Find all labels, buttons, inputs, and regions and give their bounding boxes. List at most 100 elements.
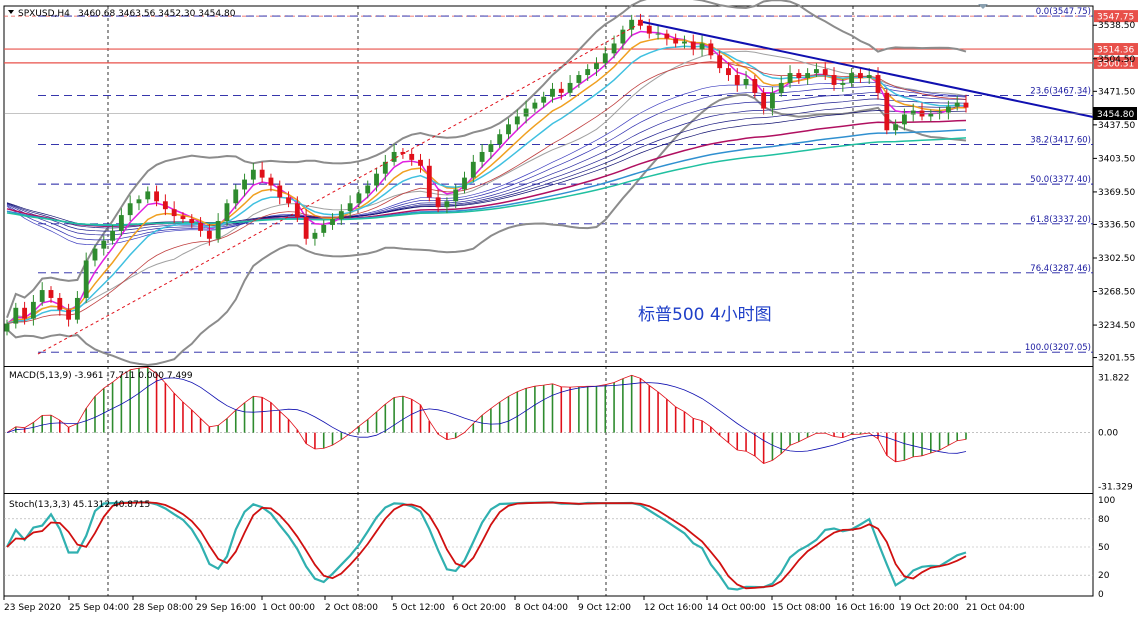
bull-candle — [127, 203, 133, 216]
ribbon-ma — [6, 92, 967, 236]
horizontal-lines: 3547.75 3514.36 3500.31 — [4, 10, 1138, 69]
candles — [4, 13, 969, 336]
ribbon-ma — [6, 110, 967, 226]
ohlc-values: 3460.68 3463.56 3452.30 3454.80 — [78, 9, 236, 19]
bear-candle — [418, 159, 423, 166]
bull-candle — [699, 43, 705, 50]
price-axis-label: 3201.55 — [1098, 354, 1135, 364]
bear-candle — [638, 19, 643, 26]
bull-candle — [110, 230, 115, 241]
price-axis-label: 3437.50 — [1098, 121, 1135, 131]
bull-candle — [928, 113, 934, 117]
bull-candle — [541, 96, 547, 103]
time-axis-label: 28 Sep 08:00 — [133, 603, 193, 613]
bear-candle — [268, 177, 274, 186]
bull-candle — [391, 151, 397, 162]
bull-candle — [585, 69, 591, 76]
stoch-title: Stoch(13,3,3) 45.1312 40.8715 — [9, 500, 150, 510]
price-tag — [1094, 43, 1138, 56]
ma-long-teal — [6, 137, 967, 226]
bull-candle — [233, 189, 239, 204]
bollinger-upper — [6, 0, 967, 319]
price-tag-label: 3514.36 — [1097, 46, 1134, 56]
bear-candle — [708, 43, 714, 56]
time-axis-label: 2 Oct 08:00 — [325, 603, 378, 613]
fibonacci-levels: 0.0(3547.75) 23.6(3467.34) 38.2(3417.60) 50… — [38, 7, 1093, 353]
bull-candle — [514, 116, 520, 125]
bear-candle — [963, 102, 969, 108]
bull-candle — [101, 240, 107, 249]
fib-level-label: 38.2(3417.60) — [1030, 135, 1091, 145]
time-axis-label: 23 Sep 2020 — [4, 603, 61, 613]
bull-candle — [250, 169, 256, 180]
time-axis-label: 6 Oct 20:00 — [453, 603, 506, 613]
bear-candle — [162, 201, 168, 210]
price-axis-label: 3504.50 — [1098, 55, 1135, 65]
bear-candle — [822, 69, 828, 76]
bull-candle — [682, 41, 687, 44]
bull-candle — [805, 73, 811, 78]
bear-candle — [154, 191, 159, 202]
trend-line — [642, 21, 1094, 118]
fib-level-label: 23.6(3467.34) — [1030, 86, 1091, 96]
time-axis-label: 16 Oct 16:00 — [836, 603, 895, 613]
bull-candle — [866, 75, 872, 78]
bull-candle — [611, 43, 617, 54]
bear-candle — [752, 78, 758, 93]
bull-candle — [242, 179, 247, 190]
bull-candle — [444, 201, 450, 208]
price-tag-label: 3500.31 — [1097, 59, 1134, 69]
fib-level-label: 61.8(3337.20) — [1030, 215, 1091, 225]
bull-candle — [814, 69, 819, 74]
bull-candle — [330, 219, 335, 225]
stoch-k-line — [6, 501, 967, 591]
bear-candle — [761, 92, 767, 109]
bull-candle — [356, 193, 362, 204]
bull-candle — [840, 82, 846, 85]
bear-candle — [400, 151, 406, 154]
bull-candle — [479, 151, 485, 162]
time-axis-label: 15 Oct 08:00 — [772, 603, 831, 613]
macd-level-label: -31.329 — [1098, 483, 1133, 493]
bull-candle — [92, 248, 98, 261]
scroll-marker-icon[interactable] — [978, 4, 988, 9]
stoch-panel: 100 80 50 20 0 — [4, 496, 1115, 600]
bull-candle — [787, 73, 793, 83]
chart-annotation: 标普500 4小时图 — [638, 305, 772, 325]
bull-candle — [770, 92, 775, 109]
bull-candle — [532, 102, 538, 109]
bollinger-bands — [6, 0, 967, 367]
menu-triangle-icon[interactable] — [8, 10, 14, 14]
bear-candle — [435, 197, 441, 208]
ma-cyan — [6, 45, 967, 325]
bear-candle — [831, 75, 837, 85]
bear-candle — [303, 217, 309, 239]
bear-candle — [286, 197, 291, 204]
bear-candle — [206, 230, 212, 239]
bull-candle — [382, 161, 388, 174]
bull-candle — [901, 114, 907, 125]
fib-level-label: 50.0(3377.40) — [1030, 175, 1091, 185]
macd-line — [6, 366, 967, 464]
bear-candle — [558, 88, 564, 93]
bull-candle — [488, 144, 494, 152]
bull-candle — [620, 29, 626, 44]
bear-candle — [409, 153, 415, 160]
bull-candle — [602, 53, 608, 64]
bull-candle — [743, 78, 749, 85]
price-axis-label: 3268.50 — [1098, 288, 1135, 298]
ma-orange — [6, 37, 966, 325]
time-axis-label: 12 Oct 16:00 — [644, 603, 703, 613]
stoch-level-label: 80 — [1098, 515, 1110, 525]
price-axis-label: 3403.50 — [1098, 154, 1135, 164]
bollinger-middle — [6, 50, 967, 324]
time-axis-label: 5 Oct 12:00 — [392, 603, 445, 613]
bear-candle — [259, 169, 265, 178]
bull-candle — [497, 134, 503, 145]
bear-candle — [66, 309, 72, 320]
bull-candle — [893, 124, 899, 131]
time-axis-label: 19 Oct 20:00 — [900, 603, 959, 613]
price-tag-label: 3547.75 — [1097, 13, 1134, 23]
bear-candle — [171, 209, 177, 217]
